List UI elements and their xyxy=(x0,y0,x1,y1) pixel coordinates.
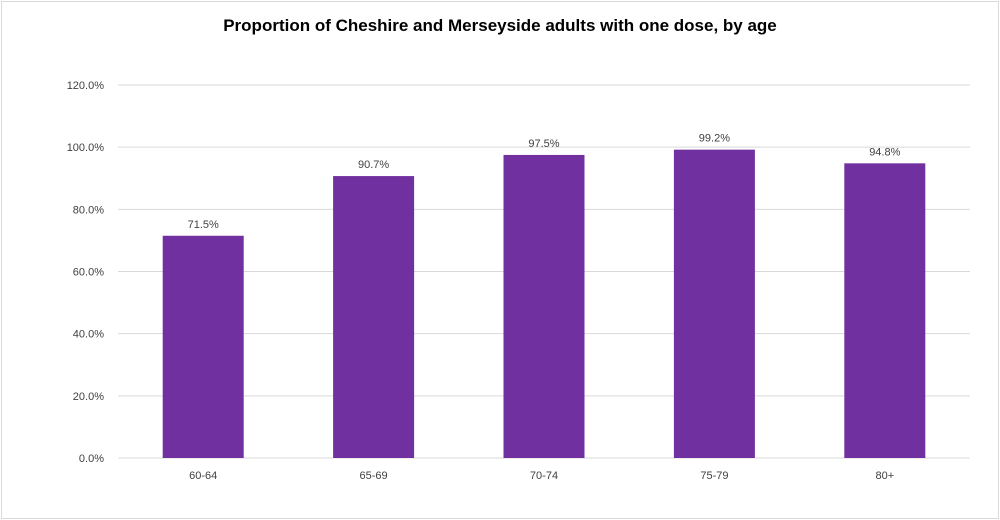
y-tick-label: 20.0% xyxy=(73,391,104,403)
bar-60-64 xyxy=(162,235,244,458)
x-tick-label: 60-64 xyxy=(189,470,217,482)
bar-70-74 xyxy=(503,154,585,458)
y-tick-label: 80.0% xyxy=(73,204,104,216)
y-tick-label: 0.0% xyxy=(79,453,104,465)
bar-75-79 xyxy=(673,149,755,459)
bar-65-69 xyxy=(333,176,415,459)
y-tick-label: 40.0% xyxy=(73,329,104,341)
data-label: 97.5% xyxy=(528,138,559,150)
chart-title: Proportion of Cheshire and Merseyside ad… xyxy=(223,16,777,35)
x-tick-label: 75-79 xyxy=(700,470,728,482)
x-tick-label: 65-69 xyxy=(360,470,388,482)
x-tick-label: 80+ xyxy=(875,470,894,482)
y-tick-label: 100.0% xyxy=(67,142,105,154)
data-label: 99.2% xyxy=(699,133,730,145)
y-tick-label: 120.0% xyxy=(67,80,105,92)
y-tick-label: 60.0% xyxy=(73,267,104,279)
data-label: 94.8% xyxy=(869,146,900,158)
data-label: 90.7% xyxy=(358,159,389,171)
x-tick-label: 70-74 xyxy=(530,470,558,482)
data-label: 71.5% xyxy=(188,219,219,231)
bar-80+ xyxy=(844,163,926,458)
